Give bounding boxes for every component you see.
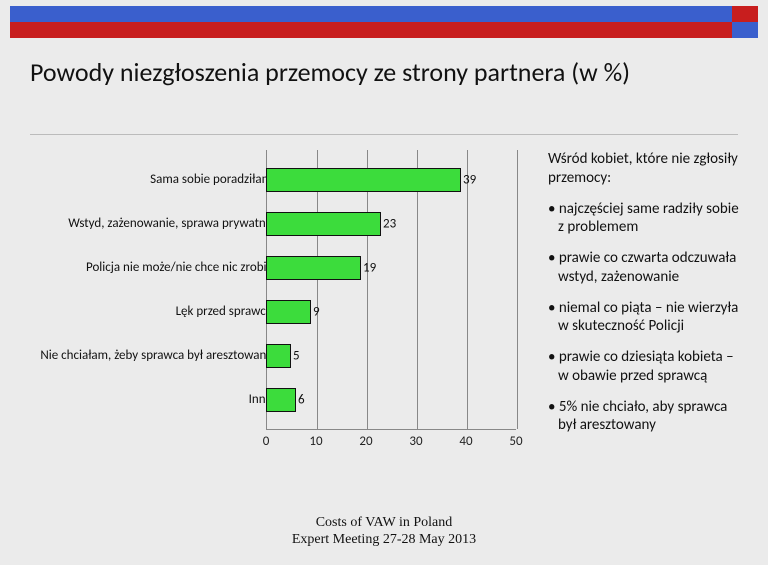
category-label: Sama sobie poradziłam [40,173,272,187]
bar [266,212,381,236]
bar [266,256,361,280]
bar-row: Wstyd, zażenowanie, sprawa prywatna 23 [30,202,528,246]
bar-row: Nie chciałam, żeby sprawca był aresztowa… [30,334,528,378]
side-lead: Wśród kobiet, które nie zgłosiły przemoc… [548,150,746,188]
footer: Costs of VAW in Poland Expert Meeting 27… [0,515,768,549]
bar-row: Policja nie może/nie chce nic zrobić 19 [30,246,528,290]
bottom-bar-main [10,22,732,38]
top-bar-end [732,6,758,22]
footer-line1: Costs of VAW in Poland [0,515,768,532]
category-label: Nie chciałam, żeby sprawca był aresztowa… [40,349,272,363]
header-decorative-bars [10,6,758,38]
x-tick-label: 30 [409,434,422,449]
bar-row: Lęk przed sprawcą 9 [30,290,528,334]
x-tick-label: 40 [459,434,472,449]
side-bullet: • niemal co piąta – nie wierzyła w skute… [548,299,746,337]
footer-line2: Expert Meeting 27-28 May 2013 [0,532,768,549]
top-bar-main [10,6,732,22]
x-tick-label: 0 [263,434,270,449]
x-tick-label: 20 [359,434,372,449]
value-label: 6 [298,393,305,408]
category-label: Inne [40,393,272,407]
category-label: Policja nie może/nie chce nic zrobić [40,261,272,275]
category-label: Wstyd, zażenowanie, sprawa prywatna [40,217,272,231]
side-bullet: • prawie co czwarta odczuwała wstyd, zaż… [548,249,746,287]
value-label: 39 [463,173,476,188]
bar-row: Sama sobie poradziłam 39 [30,158,528,202]
bar [266,168,461,192]
bar [266,388,296,412]
value-label: 5 [293,349,300,364]
x-tick-label: 10 [309,434,322,449]
bar-row: Inne 6 [30,378,528,422]
x-tick-label: 50 [509,434,522,449]
side-bullet: • 5% nie chciało, aby sprawca był areszt… [548,398,746,436]
side-bullet: • najczęściej same radziły sobie z probl… [548,200,746,238]
side-commentary: Wśród kobiet, które nie zgłosiły przemoc… [548,150,746,447]
value-label: 19 [363,261,376,276]
bar [266,344,291,368]
value-label: 9 [313,305,320,320]
bar-chart: Sama sobie poradziłam 39 Wstyd, zażenowani… [30,150,528,460]
category-label: Lęk przed sprawcą [40,305,272,319]
side-bullet: • prawie co dziesiąta kobieta – w obawie… [548,348,746,386]
bar [266,300,311,324]
bottom-bar-end [732,22,758,38]
value-label: 23 [383,217,396,232]
title-underline [30,134,738,135]
slide-title: Powody niezgłoszenia przemocy ze strony … [30,56,738,89]
